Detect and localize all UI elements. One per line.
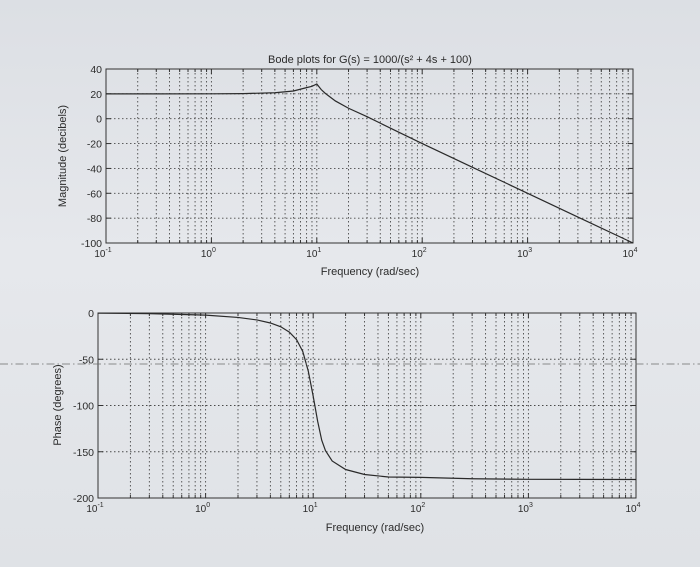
magnitude-y-tick-label: -40: [87, 163, 102, 175]
magnitude-x-axis-label: Frequency (rad/sec): [321, 266, 419, 278]
magnitude-ticks: [106, 68, 633, 244]
magnitude-x-tick-base: 10: [306, 249, 318, 260]
magnitude-x-tick-label: 104: [622, 247, 637, 260]
phase-y-tick-label: -50: [79, 354, 94, 366]
magnitude-y-axis-label: Magnitude (decibels): [57, 105, 69, 207]
phase-x-tick-base: 10: [303, 504, 315, 515]
magnitude-title: Bode plots for G(s) = 1000/(s² + 4s + 10…: [268, 54, 472, 66]
phase-x-tick-label: 101: [303, 502, 318, 515]
phase-y-tick-label: 0: [88, 308, 94, 320]
magnitude-x-tick-exp: 2: [423, 247, 427, 254]
magnitude-x-tick-label: 100: [201, 247, 216, 260]
phase-x-tick-exp: 1: [314, 502, 318, 509]
phase-series-line: [97, 312, 637, 481]
phase-y-axis-label: Phase (degrees): [52, 364, 64, 445]
phase-y-tick-labels: 0 -50 -100 -150 -200: [73, 308, 94, 505]
magnitude-plot-frame: [105, 68, 634, 244]
magnitude-x-tick-label: 101: [306, 247, 321, 260]
phase-grid: [98, 313, 636, 498]
phase-x-tick-label: 10-1: [86, 502, 103, 515]
phase-y-tick-label: -150: [73, 447, 94, 459]
magnitude-x-tick-base: 10: [622, 249, 634, 260]
phase-x-tick-exp: 2: [421, 502, 425, 509]
magnitude-x-tick-base: 10: [517, 249, 529, 260]
magnitude-y-tick-label: -100: [81, 238, 102, 250]
magnitude-series-line: [106, 83, 634, 244]
magnitude-y-tick-label: 0: [96, 114, 102, 126]
phase-ticks: [98, 312, 636, 499]
phase-x-tick-base: 10: [518, 504, 530, 515]
magnitude-y-tick-label: 40: [90, 64, 102, 76]
magnitude-x-tick-exp: 4: [634, 247, 638, 254]
phase-x-tick-base: 10: [86, 504, 98, 515]
magnitude-grid: [106, 69, 633, 243]
magnitude-y-tick-labels: 40 20 0 -20 -40 -60 -80 -100: [81, 64, 102, 250]
magnitude-y-tick-label: -60: [87, 188, 102, 200]
magnitude-x-tick-labels: 10-1 100 101 102 103 104: [94, 247, 637, 260]
phase-x-tick-label: 100: [195, 502, 210, 515]
magnitude-x-tick-label: 102: [412, 247, 427, 260]
phase-x-axis-label: Frequency (rad/sec): [326, 522, 424, 534]
magnitude-y-tick-label: -80: [87, 213, 102, 225]
phase-x-tick-label: 102: [410, 502, 425, 515]
phase-y-tick-label: -100: [73, 401, 94, 413]
phase-x-tick-exp: 4: [637, 502, 641, 509]
phase-x-tick-base: 10: [625, 504, 637, 515]
phase-x-tick-base: 10: [195, 504, 207, 515]
phase-plot: 0-50-100-150-200 10-1 100 101 102 103 104 Fre…: [52, 308, 641, 534]
phase-x-tick-exp: -1: [97, 502, 103, 509]
phase-x-tick-label: 104: [625, 502, 640, 515]
magnitude-x-tick-exp: 3: [528, 247, 532, 254]
magnitude-y-tick-label: 20: [90, 89, 102, 101]
magnitude-x-tick-base: 10: [201, 249, 213, 260]
magnitude-x-tick-exp: 0: [212, 247, 216, 254]
magnitude-x-tick-exp: 1: [317, 247, 321, 254]
magnitude-x-tick-label: 10-1: [94, 247, 111, 260]
phase-x-tick-labels: 10-1 100 101 102 103 104: [86, 502, 640, 515]
phase-x-tick-base: 10: [410, 504, 422, 515]
phase-y-tick-label: -200: [73, 493, 94, 505]
magnitude-x-tick-label: 103: [517, 247, 532, 260]
magnitude-y-tick-label: -20: [87, 139, 102, 151]
magnitude-x-tick-base: 10: [94, 249, 106, 260]
phase-x-tick-label: 103: [518, 502, 533, 515]
phase-x-tick-exp: 3: [529, 502, 533, 509]
magnitude-x-tick-base: 10: [412, 249, 424, 260]
phase-x-tick-exp: 0: [206, 502, 210, 509]
magnitude-x-tick-exp: -1: [105, 247, 111, 254]
